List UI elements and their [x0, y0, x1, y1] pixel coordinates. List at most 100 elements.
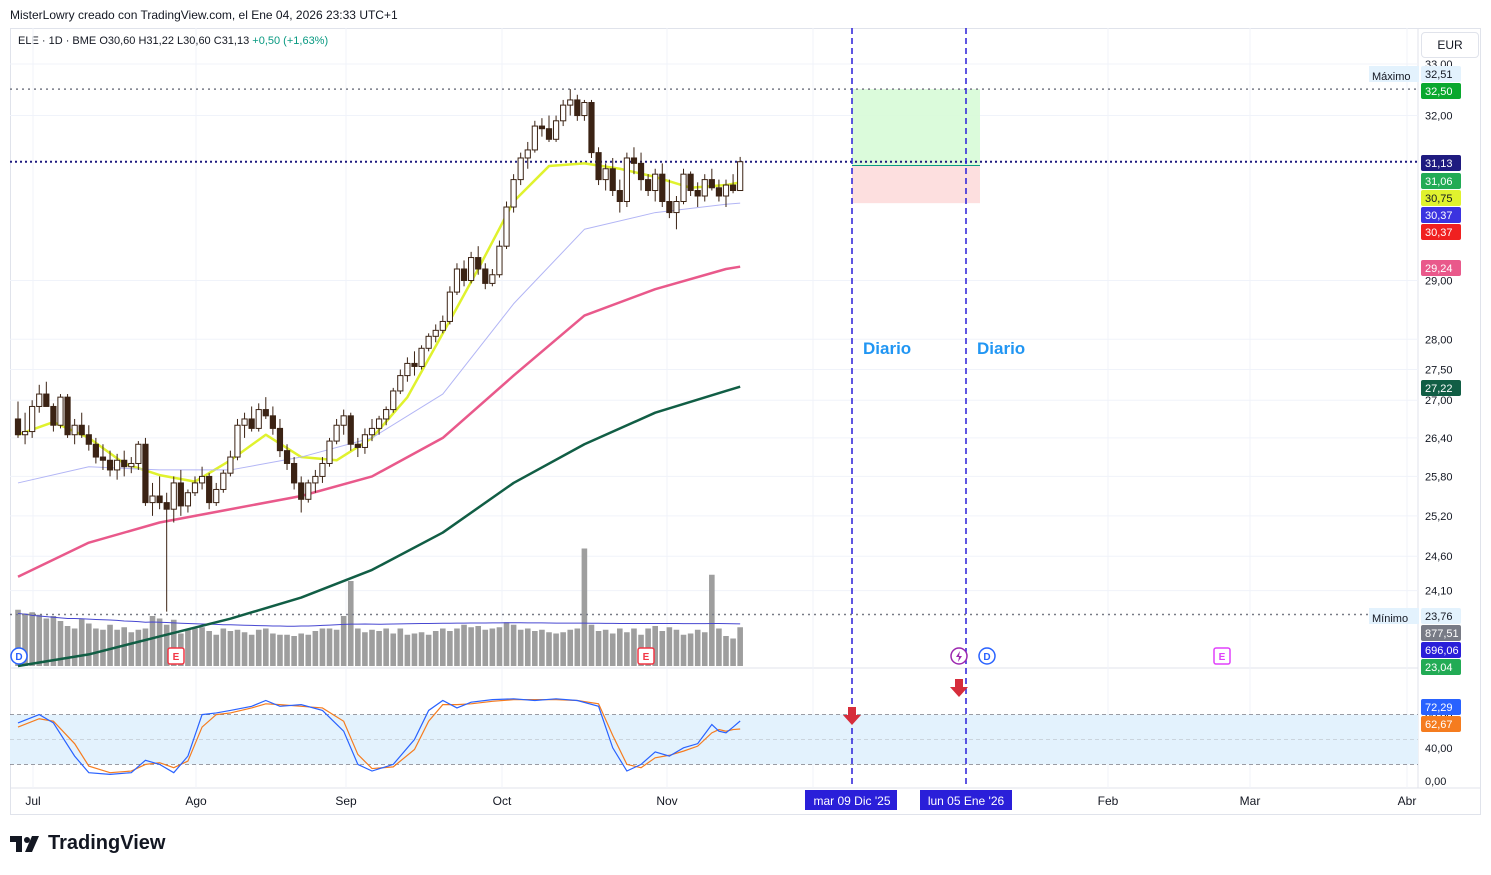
candle	[659, 163, 666, 208]
candle-body	[121, 459, 128, 468]
volume-bar	[50, 616, 57, 666]
volume-bar	[737, 627, 743, 666]
candle-body	[637, 162, 645, 181]
low-value: L30,60	[177, 35, 211, 47]
candle	[708, 168, 715, 191]
candle	[262, 397, 269, 419]
volume-bar	[447, 631, 453, 666]
price-label-max: 32,51	[1425, 69, 1453, 81]
candle	[630, 147, 638, 175]
candle-body	[453, 268, 461, 293]
candle-body	[114, 459, 121, 471]
candle	[85, 425, 92, 451]
candle-body	[64, 396, 71, 436]
volume-bar	[255, 629, 262, 666]
price-tick-label: 26,40	[1425, 433, 1453, 445]
volume-bar	[602, 629, 609, 666]
time-tick-label: Ago	[185, 794, 207, 808]
candle	[432, 324, 439, 343]
candle	[588, 99, 595, 158]
stoch-label-bg	[1421, 716, 1461, 732]
candle	[418, 345, 425, 370]
volume-bar	[659, 631, 666, 666]
volume-bar	[581, 548, 588, 666]
volume-bar	[553, 633, 559, 666]
candle	[220, 469, 227, 493]
volume-bar	[305, 634, 312, 666]
candle-body	[439, 320, 446, 331]
price-tick-label: 28,00	[1425, 334, 1453, 346]
volume-bar	[383, 628, 389, 666]
candle-body	[234, 424, 241, 458]
candle-body	[170, 482, 177, 510]
exchange: BME	[72, 35, 97, 47]
candle	[390, 387, 397, 413]
volume-bar	[15, 609, 21, 666]
candle	[404, 357, 411, 382]
candle-body	[418, 347, 425, 367]
candle-body	[333, 424, 340, 442]
volume-bar	[524, 628, 531, 666]
stoch-tick-label: 40,00	[1425, 743, 1453, 755]
volume-bar	[142, 628, 149, 666]
candle-body	[729, 184, 737, 192]
candle-body	[206, 475, 213, 504]
candle	[729, 174, 737, 194]
candle	[156, 476, 163, 510]
candle	[170, 476, 177, 523]
price-label-ema20: 30,75	[1425, 193, 1453, 205]
candle	[248, 406, 255, 432]
candle-body	[680, 173, 687, 203]
interval[interactable]: 1D	[48, 35, 63, 47]
candle	[652, 168, 659, 202]
candle	[71, 418, 78, 445]
event-badge-label: E	[1219, 652, 1226, 663]
candle	[149, 482, 156, 516]
candle	[581, 99, 588, 121]
earnings-badge	[637, 647, 655, 665]
price-tick-label: 27,00	[1425, 395, 1453, 407]
candle	[538, 118, 546, 137]
candle-body	[305, 482, 312, 500]
candle-body	[496, 245, 503, 276]
candle	[206, 473, 213, 510]
volume-bar	[355, 628, 361, 666]
candle	[57, 394, 64, 429]
candle-body	[85, 434, 92, 445]
candle-body	[383, 409, 390, 420]
candle	[524, 141, 531, 169]
volume-bar	[36, 614, 43, 666]
candle-body	[43, 393, 50, 407]
candle-body	[191, 482, 199, 494]
price-tick-label: 24,60	[1425, 551, 1453, 563]
candle	[446, 286, 453, 325]
price-label-bg	[1421, 190, 1461, 206]
candle-body	[163, 502, 170, 510]
candle-body	[524, 149, 531, 159]
volume-bar	[567, 629, 574, 666]
candle	[482, 263, 489, 290]
volume-bar	[347, 581, 354, 666]
candle	[439, 315, 446, 334]
candle	[241, 412, 248, 438]
marker-date-label: mar 09 Dic '25	[814, 794, 891, 808]
candle	[340, 409, 347, 435]
currency-button[interactable]: EUR	[1421, 32, 1479, 58]
candle-body	[135, 443, 142, 464]
time-tick-label: Oct	[493, 794, 512, 808]
candle-body	[213, 488, 220, 504]
candle-body	[347, 415, 354, 445]
volume-bar	[298, 633, 304, 666]
candle	[326, 437, 333, 467]
volume-bar	[241, 632, 248, 666]
candle-body	[425, 335, 432, 349]
volume-bar	[461, 624, 467, 666]
candle-body	[241, 418, 248, 426]
ticker[interactable]: ELE	[18, 35, 39, 47]
candle	[283, 444, 291, 470]
candle-body	[460, 268, 468, 282]
price-label-min: 23,76	[1425, 611, 1453, 623]
candle	[135, 441, 142, 470]
candle-body	[673, 201, 680, 214]
